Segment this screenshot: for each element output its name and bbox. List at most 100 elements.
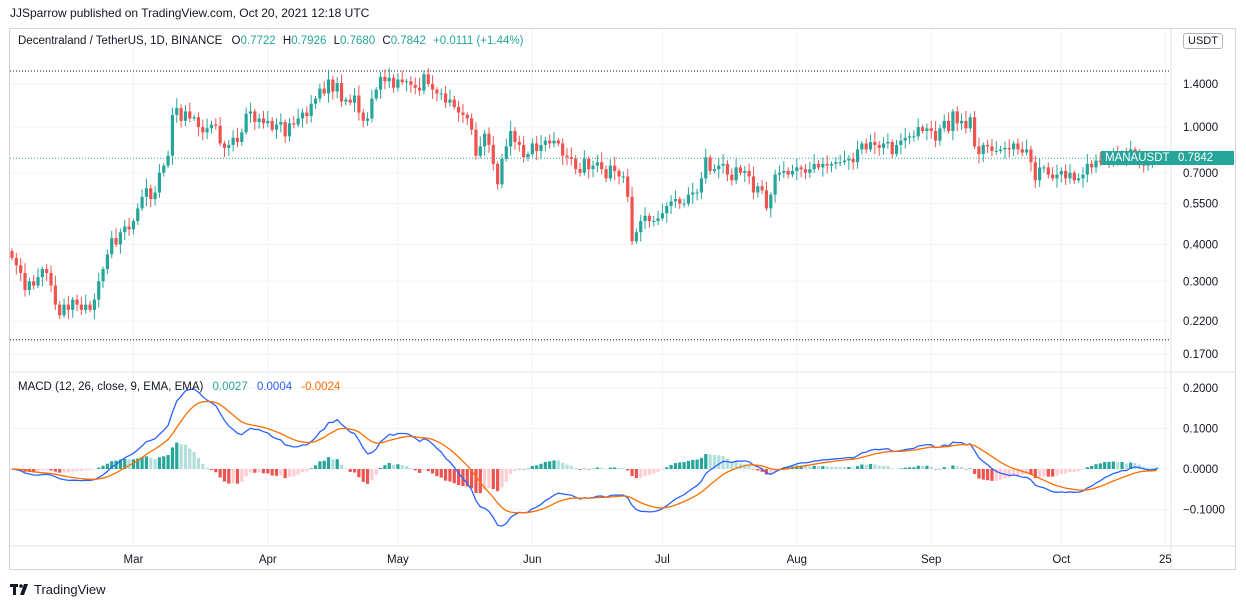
candle-body [1081, 174, 1085, 179]
candle [639, 214, 643, 242]
macd-histogram-bar [205, 467, 209, 469]
candle [357, 85, 361, 121]
macd-histogram-bar [552, 460, 556, 469]
candle-body [1038, 167, 1042, 181]
macd-line [11, 388, 1157, 527]
macd-histogram-bar [166, 455, 170, 469]
high-value: 0.7926 [291, 35, 327, 47]
candle [413, 77, 417, 95]
macd-hist-value: 0.0027 [212, 381, 248, 393]
candle-body [413, 84, 417, 88]
candle [162, 163, 166, 177]
macd-legend: MACD (12, 26, close, 9, EMA, EMA) 0.0027… [18, 381, 340, 393]
candle-body [496, 163, 500, 185]
candle [409, 76, 413, 93]
candle-body [149, 188, 153, 200]
candle [522, 136, 526, 163]
macd-histogram-bar [556, 460, 560, 469]
candle-body [634, 232, 638, 242]
macd-histogram-bar [643, 469, 647, 477]
macd-histogram-bar [201, 463, 205, 469]
macd-histogram-bar [526, 468, 530, 470]
candle [764, 181, 769, 211]
candle [335, 76, 339, 99]
last-price-badge: 0.7842 [1174, 151, 1234, 165]
macd-histogram-bar [920, 465, 925, 469]
macd-histogram-bar [990, 469, 994, 481]
candle [864, 138, 868, 154]
candle [222, 140, 227, 158]
macd-histogram-bar [1098, 463, 1102, 469]
candle-body [322, 88, 326, 94]
macd-histogram-bar [231, 469, 235, 484]
macd-histogram-bar [747, 465, 751, 469]
candle [92, 293, 96, 320]
candle-body [140, 196, 144, 209]
candle-body [1098, 160, 1102, 163]
macd-histogram-bar [656, 469, 660, 472]
candle [23, 263, 27, 297]
macd-line-value: 0.0004 [256, 381, 293, 393]
currency-button[interactable]: USDT [1183, 33, 1223, 49]
candle-body [621, 176, 625, 178]
candle-body [773, 174, 777, 195]
macd-histogram-bar [439, 469, 443, 478]
candle [786, 167, 790, 179]
candle-body [457, 106, 461, 113]
macd-histogram-bar [235, 469, 240, 484]
macd-histogram-bar [378, 467, 383, 469]
candle [708, 154, 712, 175]
candle [266, 110, 270, 128]
tradingview-logo[interactable]: TradingView [10, 582, 106, 597]
macd-histogram-bar [652, 469, 656, 474]
candle-body [682, 203, 686, 205]
candle-body [92, 299, 96, 310]
candle [244, 107, 248, 135]
macd-histogram-bar [829, 466, 834, 469]
macd-histogram-bar [847, 467, 851, 469]
chart-frame [9, 28, 1236, 570]
macd-histogram-bar [457, 469, 461, 486]
macd-histogram-bar [105, 463, 109, 469]
candle-body [738, 167, 743, 173]
time-axis-label: Jul [655, 554, 670, 566]
low-label: L [333, 35, 340, 47]
macd-histogram-bar [322, 460, 326, 469]
candle-body [257, 118, 261, 123]
macd-histogram-bar [53, 469, 57, 472]
candle [656, 210, 660, 225]
candle [591, 160, 595, 178]
candle [808, 161, 812, 178]
candle [457, 100, 461, 122]
candle [526, 151, 530, 162]
candle [170, 107, 175, 165]
candle-body [248, 111, 253, 114]
macd-histogram-bar [565, 464, 569, 469]
candle [686, 187, 691, 207]
symbol-title[interactable]: Decentraland / TetherUS, 1D, BINANCE [18, 35, 223, 47]
candle [1064, 164, 1068, 185]
candle [378, 71, 383, 99]
candle [1072, 170, 1076, 185]
macd-histogram-bar [209, 469, 214, 470]
candle-body [994, 150, 998, 152]
candle [912, 130, 916, 142]
price-axis-label: 1.0000 [1183, 122, 1218, 134]
macd-histogram-bar [435, 469, 439, 477]
open-label: O [231, 35, 241, 47]
candle-body [400, 79, 404, 83]
candle-body [500, 158, 504, 185]
candle-body [582, 158, 586, 173]
candle [647, 213, 651, 228]
candle-body [933, 130, 938, 141]
macd-histogram-bar [1064, 469, 1068, 474]
macd-histogram-bar [912, 467, 916, 469]
candle [261, 110, 266, 129]
candle-body [747, 170, 751, 177]
macd-histogram-bar [977, 469, 981, 479]
macd-title[interactable]: MACD (12, 26, close, 9, EMA, EMA) [18, 381, 204, 393]
candle-body [782, 170, 786, 173]
candle-body [899, 140, 903, 145]
candle-body [920, 127, 925, 131]
